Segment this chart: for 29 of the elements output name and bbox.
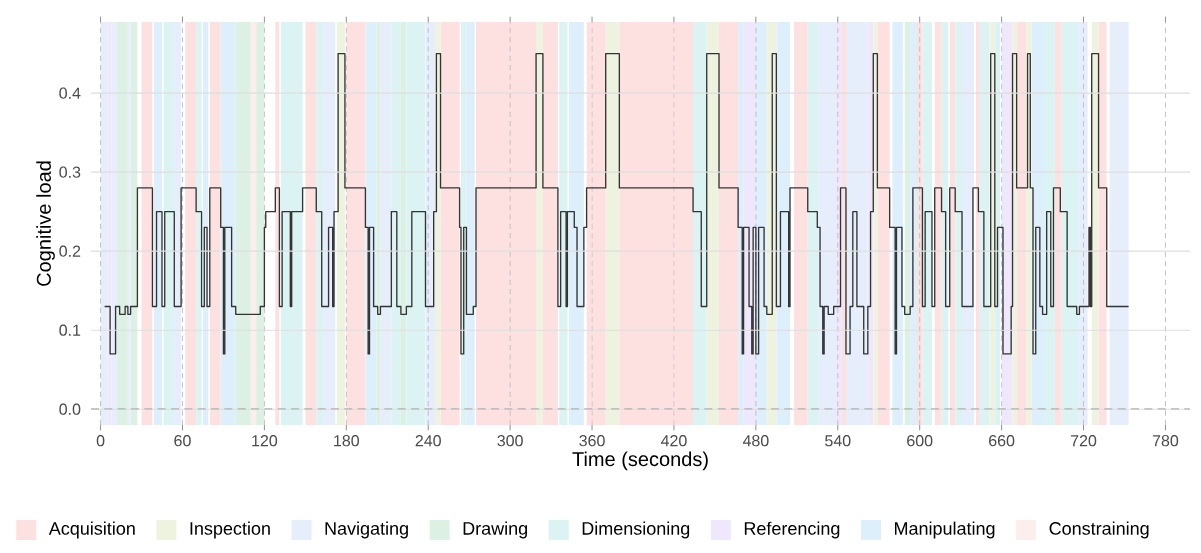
x-tick-label: 120 [252,435,278,447]
x-tick-label: 180 [334,435,360,447]
x-tick-label: 240 [415,435,441,447]
x-tick-label: 0 [96,435,105,447]
x-tick-label: 360 [579,435,605,447]
x-tick-label: 300 [497,435,523,447]
x-axis-title: Time (seconds) [572,451,708,471]
legend-label: Manipulating [894,521,995,539]
y-tick-label: 0.2 [59,245,81,257]
x-tick-label: 720 [1071,435,1097,447]
legend-label: Referencing [744,521,840,539]
x-tick-label: 420 [660,435,687,447]
legend-label: Inspection [190,521,270,539]
legend-label: Dimensioning [582,521,690,539]
legend-label: Drawing [463,521,528,539]
legend-label: Navigating [325,521,408,539]
x-tick-label: 600 [907,435,933,447]
x-tick-label: 660 [989,435,1015,447]
y-tick-label: 0.3 [59,166,81,178]
x-tick-label: 60 [174,435,191,447]
y-tick-label: 0.0 [59,403,81,415]
legend-label: Acquisition [48,521,135,539]
y-axis-title: Cognitive load [36,161,55,286]
x-tick-label: 780 [1152,435,1179,447]
y-tick-label: 0.4 [59,87,81,99]
y-tick-label: 0.1 [59,324,81,336]
x-tick-label: 480 [742,435,769,447]
x-tick-label: 540 [825,435,851,447]
legend-label: Constraining [1049,521,1149,539]
